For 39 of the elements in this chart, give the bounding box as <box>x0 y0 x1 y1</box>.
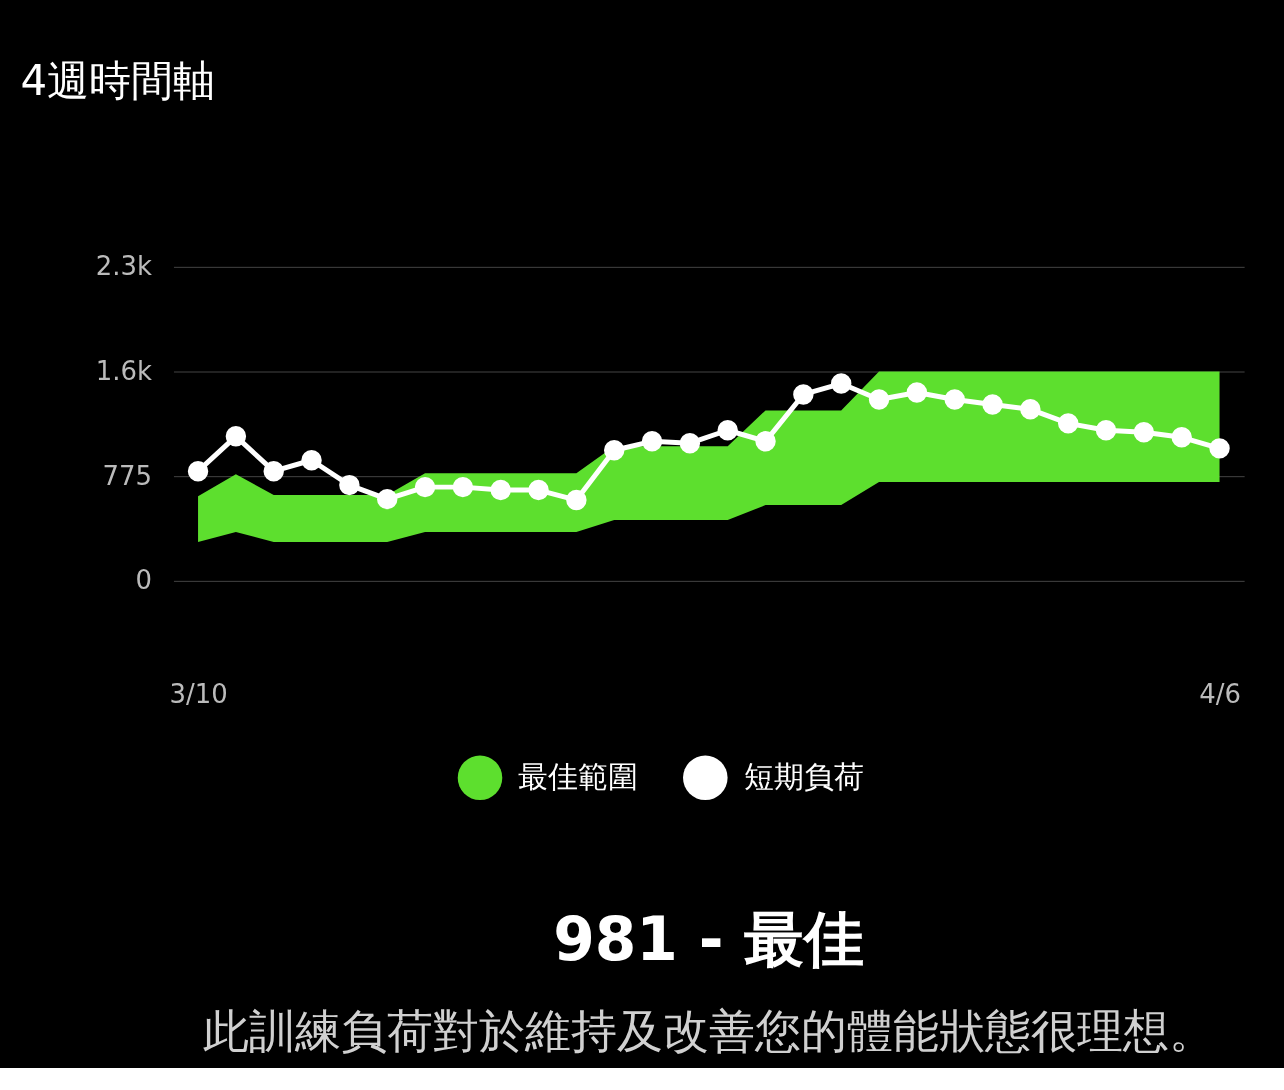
point <box>225 426 247 447</box>
point <box>414 476 436 498</box>
point <box>263 460 284 482</box>
point <box>982 394 1003 415</box>
point <box>1057 413 1079 434</box>
point <box>339 474 360 496</box>
text: 981 - 最佳 <box>553 903 865 974</box>
legend-label: 最佳範圍 <box>518 758 639 794</box>
text: 此訓練負荷對於維持及改善您的體能狀態很理想。 <box>202 1004 1215 1059</box>
point <box>528 479 549 501</box>
x-tick-label: 4/6 <box>1199 678 1241 709</box>
point <box>641 431 663 452</box>
point <box>452 476 474 498</box>
point <box>1133 422 1155 443</box>
point <box>793 384 814 405</box>
point <box>1095 420 1117 441</box>
point <box>1171 427 1192 448</box>
point <box>490 479 511 501</box>
y-tick-label: 2.3k <box>95 251 153 282</box>
x-tick-label: 3/10 <box>169 678 228 709</box>
point <box>1020 399 1041 420</box>
point <box>717 420 738 441</box>
point <box>377 488 398 510</box>
point <box>187 460 209 482</box>
point <box>906 382 928 403</box>
point <box>604 440 625 461</box>
y-tick-label: 0 <box>135 565 153 596</box>
point <box>679 433 701 454</box>
legend-label: 短期負荷 <box>743 758 864 794</box>
point <box>755 431 776 452</box>
y-tick-label: 775 <box>102 460 153 491</box>
point <box>830 373 852 394</box>
y-tick-label: 1.6k <box>95 355 153 386</box>
chart-title: 4週時間軸 <box>20 56 216 106</box>
point <box>868 389 890 410</box>
point <box>1209 438 1230 459</box>
point <box>944 389 965 410</box>
point <box>566 489 587 511</box>
point <box>301 450 322 471</box>
